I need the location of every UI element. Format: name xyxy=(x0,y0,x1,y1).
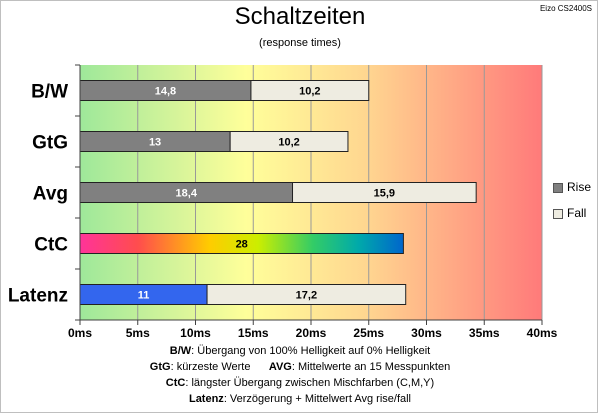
bar-fall-GtG xyxy=(229,131,349,152)
legend-swatch-fall xyxy=(553,209,563,219)
category-label-CtC: CtC xyxy=(34,235,68,256)
legend-label-rise: Rise xyxy=(567,180,592,194)
chart-subtitle: (response times) xyxy=(259,37,341,49)
category-label-GtG: GtG xyxy=(32,133,68,154)
x-tick-label-35: 35ms xyxy=(469,326,500,340)
x-tick-label-0: 0ms xyxy=(68,326,92,340)
bar-fall-Avg xyxy=(292,182,477,203)
legend-swatch-rise xyxy=(553,183,563,193)
data-label-fall-B/W: 10,2 xyxy=(299,86,320,98)
category-label-B/W: B/W xyxy=(31,82,68,103)
x-tick-label-5: 5ms xyxy=(126,326,150,340)
x-tick-label-15: 15ms xyxy=(238,326,269,340)
x-tick-label-20: 20ms xyxy=(296,326,327,340)
data-label-fall-Latenz: 17,2 xyxy=(296,290,317,302)
data-label-rise-CtC: 28 xyxy=(236,239,248,251)
note-ctc: CtC: längster Übergang zwischen Mischfar… xyxy=(165,377,435,389)
category-label-Latenz: Latenz xyxy=(8,286,68,307)
monitor-model-label: Eizo CS2400S xyxy=(539,4,592,13)
x-tick-label-10: 10ms xyxy=(180,326,211,340)
category-label-Avg: Avg xyxy=(33,184,68,205)
data-label-rise-GtG: 13 xyxy=(149,137,161,149)
x-tick-label-25: 25ms xyxy=(353,326,384,340)
data-label-rise-Latenz: 11 xyxy=(138,290,150,302)
note-latenz: Latenz: Verzögerung + Mittelwert Avg ris… xyxy=(188,393,412,405)
x-tick-label-40: 40ms xyxy=(527,326,558,340)
x-tick-label-30: 30ms xyxy=(411,326,442,340)
data-label-fall-Avg: 15,9 xyxy=(374,188,395,200)
note-gtg-avg: GtG: kürzeste Werte AVG: Mittelwerte an … xyxy=(149,361,451,373)
data-label-rise-Avg: 18,4 xyxy=(176,188,198,200)
chart-title: Schaltzeiten xyxy=(234,3,366,30)
bar-fall-Latenz xyxy=(206,284,407,305)
data-label-fall-GtG: 10,2 xyxy=(278,137,299,149)
legend-label-fall: Fall xyxy=(567,206,587,220)
note-bw: B/W: Übergang von 100% Helligkeit auf 0%… xyxy=(169,345,431,357)
bar-fall-B/W xyxy=(250,80,370,101)
data-label-rise-B/W: 14,8 xyxy=(155,86,176,98)
